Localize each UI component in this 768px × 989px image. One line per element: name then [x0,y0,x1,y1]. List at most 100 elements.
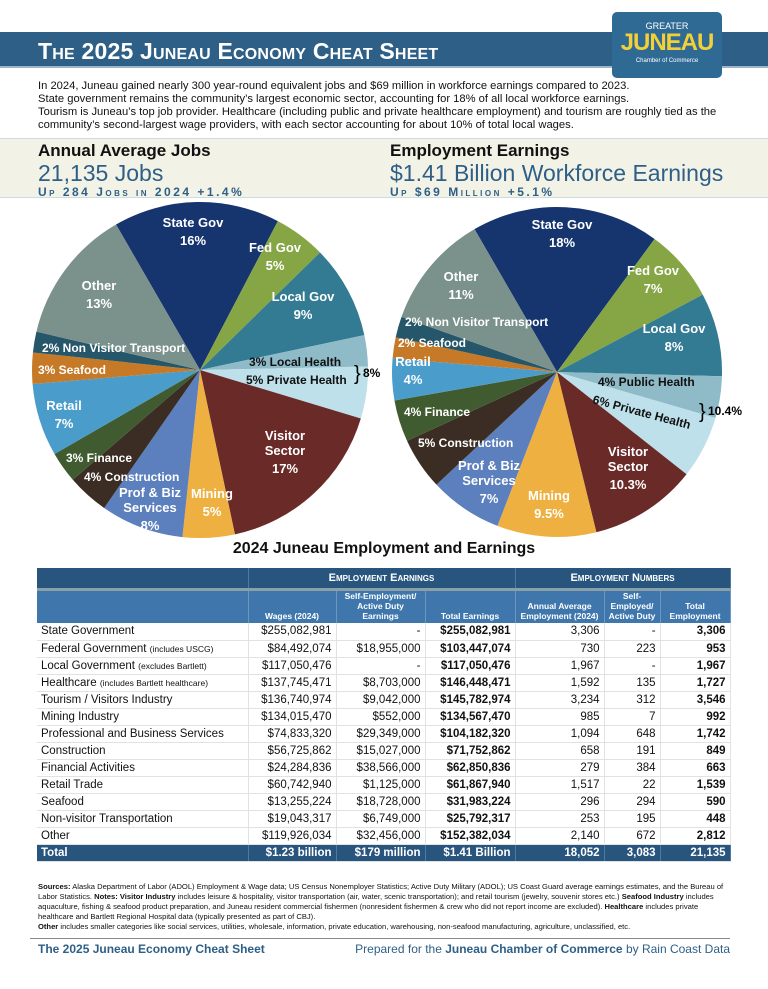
pie-slice [557,238,703,372]
total-cell: 21,135 [660,844,731,862]
table-row: Retail Trade $60,742,940 $1,125,000 $61,86… [37,776,731,794]
blank-header [37,589,249,623]
table-row: Federal Government (includes USCG) $84,49… [37,640,731,658]
slice-label: 5% [266,258,285,273]
table-row: Tourism / Visitors Industry $136,740,974… [37,691,731,709]
table-cell: 590 [660,793,731,811]
table-cell: $104,182,320 [425,725,516,743]
table-cell: $74,833,320 [248,725,337,743]
table-cell: 2,140 [515,827,605,845]
table-cell: 992 [660,708,731,726]
table-cell: $8,703,000 [336,674,426,692]
pie-slice [474,207,655,372]
pie-slice [436,372,557,526]
total-cell: 3,083 [604,844,661,862]
table-cell: $31,983,224 [425,793,516,811]
table-cell: $56,725,862 [248,742,337,760]
pie-slice [200,335,368,370]
table-cell: 1,517 [515,776,605,794]
slice-label: Prof & Biz [458,458,521,473]
jobs-value: 21,135 Jobs [38,160,164,186]
intro-line: Tourism is Juneau’s top job provider. He… [38,106,717,131]
other-label: Other [38,922,59,931]
slice-label: Sector [265,443,305,458]
table-cell: $18,955,000 [336,640,426,658]
table-cell: 672 [604,827,661,845]
health-total-annotation: 10.4% [708,404,742,418]
table-cell: $62,850,836 [425,759,516,777]
table-cell: 312 [604,691,661,709]
row-name: Construction [41,744,106,757]
column-header: Annual Average Employment (2024) [515,589,605,623]
row-name: Retail Trade [41,778,104,791]
table-row: Financial Activities $24,284,836 $38,566,… [37,759,731,777]
table-row: Non-visitor Transportation $19,043,317 $6… [37,810,731,828]
notes-text: includes leisure & hospitality, visitor … [175,892,622,901]
row-label: Tourism / Visitors Industry [37,691,249,709]
pie-slice [557,372,716,475]
page-title: The 2025 Juneau Economy Cheat Sheet [38,38,439,64]
row-name: Local Government [41,659,135,672]
total-cell: 18,052 [515,844,605,862]
table-cell: $137,745,471 [248,674,337,692]
slice-label: 13% [86,296,112,311]
pie-slice [32,331,201,370]
footer-pre: Prepared for the [355,942,446,956]
table-cell: $32,456,000 [336,827,426,845]
table-cell: $25,792,317 [425,810,516,828]
table-cell: 7 [604,708,661,726]
pie-slice [32,370,200,454]
slice-label: 8% [141,518,160,533]
slice-label: Other [444,269,479,284]
pie-slice [200,252,365,370]
table-cell: 223 [604,640,661,658]
table-cell: 1,727 [660,674,731,692]
table-cell: 135 [604,674,661,692]
logo-main: JUNEAU [620,29,715,56]
table-cell: $1,125,000 [336,776,426,794]
table-cell: 279 [515,759,605,777]
slice-label: 7% [644,281,663,296]
table-cell: 294 [604,793,661,811]
slice-label: 2% Non Visitor Transport [42,341,185,355]
row-label: Local Government (excludes Bartlett) [37,657,249,675]
earnings-heading: Employment Earnings [390,141,570,160]
slice-label: 5% Private Health [246,373,347,387]
pie-slice [200,366,368,419]
table-cell: $15,027,000 [336,742,426,760]
table-cell: $24,284,836 [248,759,337,777]
slice-label: Local Gov [272,289,336,304]
row-label: Other [37,827,249,845]
table-cell: 849 [660,742,731,760]
row-name: Healthcare [41,676,97,689]
row-label: State Government [37,623,249,641]
table-cell: 985 [515,708,605,726]
slice-label: 7% [480,491,499,506]
table-cell: 3,546 [660,691,731,709]
table-cell: 296 [515,793,605,811]
pie-slice [104,370,200,538]
table-cell: 658 [515,742,605,760]
table-cell: 384 [604,759,661,777]
blank-header [37,568,249,591]
jobs-change: Up 284 Jobs in 2024 +1.4% [38,185,245,199]
slice-label: 5% Construction [418,436,513,450]
table-cell: 1,592 [515,674,605,692]
slice-label: Services [462,473,516,488]
slice-label: 3% Seafood [38,363,106,377]
column-header: Self-Employment/ Active Duty Earnings [336,589,426,623]
slice-label: State Gov [532,217,593,232]
sources-label: Sources: [38,882,71,891]
column-header: Total Earnings [425,589,516,623]
pie-slice [200,370,361,535]
table-row: Healthcare (includes Bartlett healthcare… [37,674,731,692]
row-name: Financial Activities [41,761,135,774]
slice-label: Retail [46,398,81,413]
slice-label: Mining [191,486,233,501]
slice-label: Visitor [265,428,305,443]
earnings-value: $1.41 Billion Workforce Earnings [390,160,724,186]
pie-slice [497,372,597,537]
table-row: State Government $255,082,981- $255,082,9… [37,623,731,641]
table-cell: 195 [604,810,661,828]
table-cell: 253 [515,810,605,828]
